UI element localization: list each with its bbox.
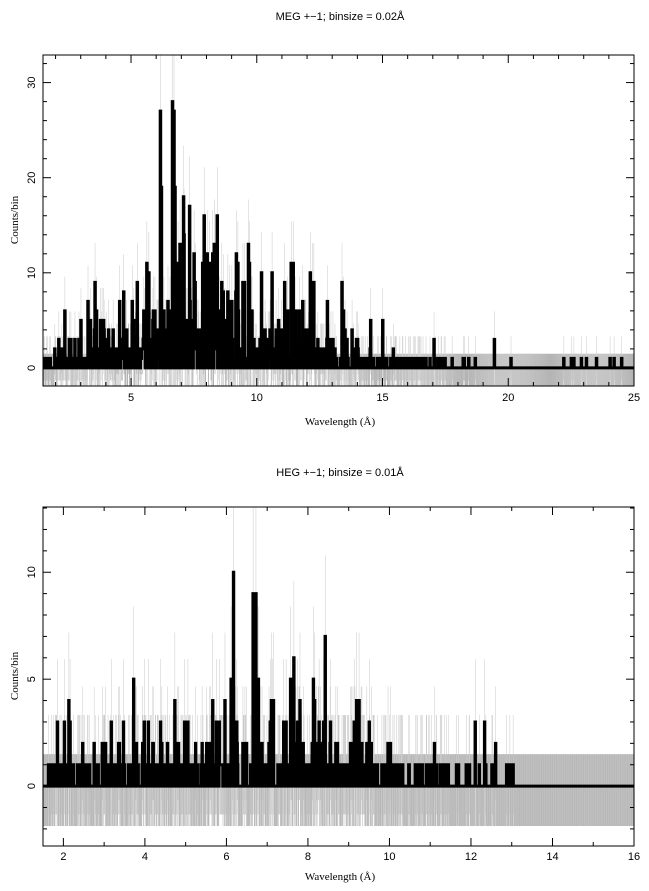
x-tick-label: 16 xyxy=(628,851,640,863)
meg-chart-title: MEG +−1; binsize = 0.02Å xyxy=(276,10,405,23)
y-tick-label: 10 xyxy=(26,267,38,279)
plot-frame xyxy=(42,506,635,847)
plot-frame xyxy=(42,54,635,387)
x-tick-label: 8 xyxy=(305,851,311,863)
y-tick-label: 0 xyxy=(26,365,38,371)
x-tick-label: 6 xyxy=(223,851,229,863)
counts-histogram-series xyxy=(43,100,634,370)
x-tick-label: 5 xyxy=(128,392,134,404)
heg-chart-title: HEG +−1; binsize = 0.01Å xyxy=(276,466,404,479)
y-tick-label: 5 xyxy=(26,676,38,682)
y-tick-label: 20 xyxy=(26,172,38,184)
x-tick-label: 10 xyxy=(251,392,263,404)
counts-histogram-series xyxy=(43,570,634,788)
y-tick-label: 0 xyxy=(26,783,38,789)
heg-spectrum-panel: HEG +−1; binsize = 0.01Å Wavelength (Å) … xyxy=(9,466,640,883)
x-tick-label: 15 xyxy=(376,392,388,404)
plot-area xyxy=(43,507,634,827)
x-tick-label: 12 xyxy=(465,851,477,863)
heg-y-axis-label: Counts/bin xyxy=(9,651,21,700)
meg-spectrum-panel: MEG +−1; binsize = 0.02Å Wavelength (Å) … xyxy=(9,10,640,428)
plot-area xyxy=(43,55,634,386)
y-tick-label: 30 xyxy=(26,76,38,88)
y-tick-label: 10 xyxy=(26,566,38,578)
x-tick-label: 25 xyxy=(628,392,640,404)
x-tick-label: 20 xyxy=(502,392,514,404)
x-tick-label: 2 xyxy=(60,851,66,863)
x-tick-label: 4 xyxy=(142,851,148,863)
x-tick-label: 14 xyxy=(546,851,558,863)
meg-y-axis-label: Counts/bin xyxy=(9,195,21,244)
heg-x-axis-label: Wavelength (Å) xyxy=(305,871,376,883)
meg-x-axis-label: Wavelength (Å) xyxy=(305,416,376,428)
x-tick-label: 10 xyxy=(383,851,395,863)
